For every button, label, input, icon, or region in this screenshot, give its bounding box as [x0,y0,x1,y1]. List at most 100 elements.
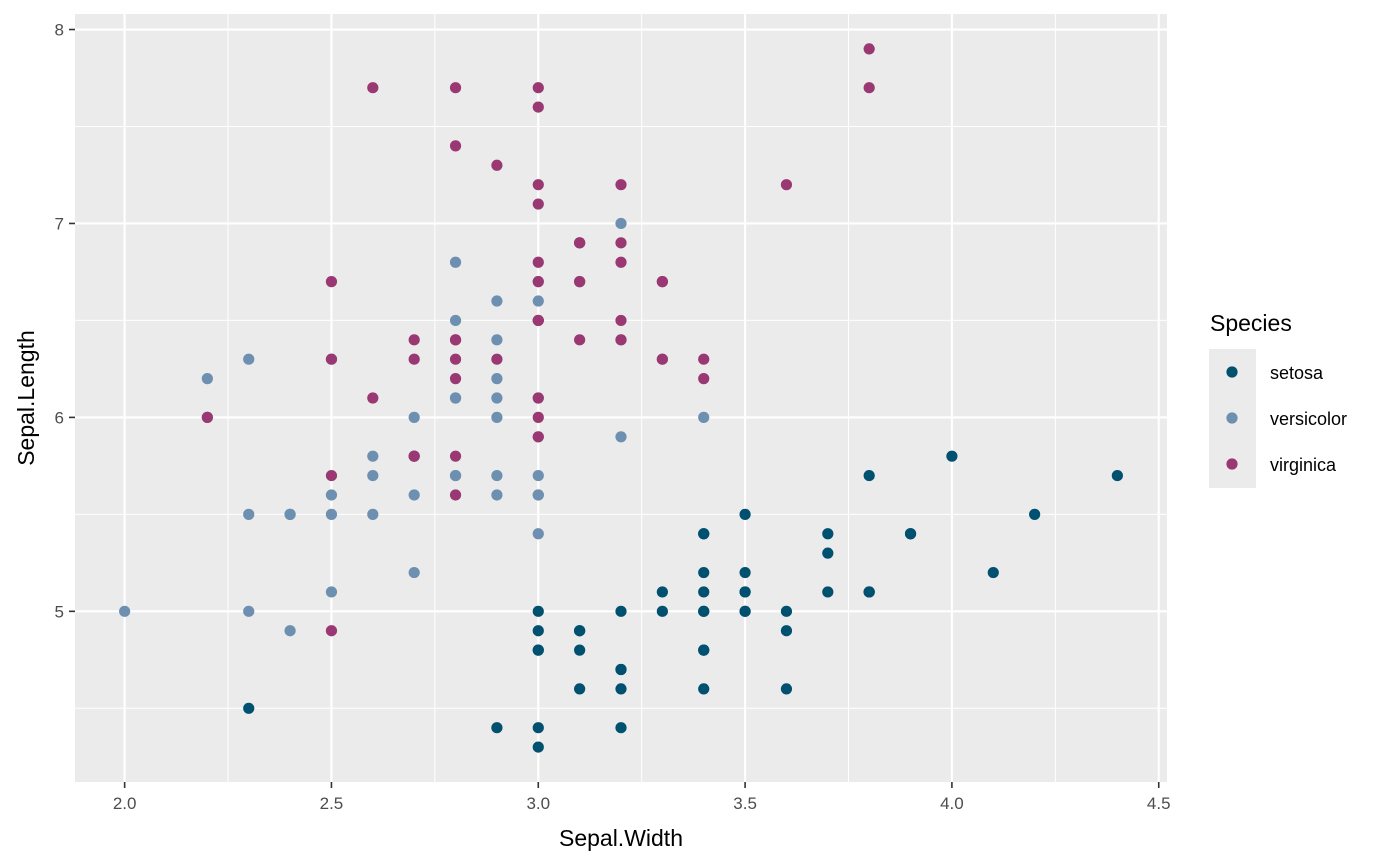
legend-label-versicolor: versicolor [1270,409,1347,429]
data-point-virginica [615,334,627,346]
data-point-virginica [574,276,586,288]
legend: Species setosa versicolor virginica [1209,310,1347,488]
data-point-versicolor [615,431,627,443]
data-point-versicolor [532,469,544,482]
data-point-versicolor [532,295,544,307]
data-point-virginica [615,256,627,268]
data-point-virginica [698,353,710,365]
data-point-versicolor [491,334,503,346]
data-point-setosa [574,683,586,695]
data-point-setosa [739,586,751,598]
data-point-virginica [201,411,213,423]
plot-panel [75,14,1167,782]
data-point-setosa [946,450,958,462]
data-point-versicolor [119,605,131,617]
data-point-versicolor [243,353,255,365]
data-point-virginica [325,469,338,482]
data-point-versicolor [325,489,338,501]
data-point-versicolor [449,256,462,268]
data-point-virginica [491,353,503,365]
data-point-virginica [615,237,627,249]
data-point-setosa [574,625,586,637]
data-point-virginica [532,314,544,327]
data-point-setosa [615,683,627,695]
data-point-setosa [532,741,544,753]
data-point-versicolor [408,411,420,423]
data-point-virginica [491,159,503,171]
data-point-setosa [532,625,544,637]
data-point-virginica [863,43,875,55]
axes: 2.0 2.5 3.0 3.5 4.0 4.5 5 6 7 8 [55,21,1171,813]
x-tick-label: 4.5 [1147,794,1171,813]
data-point-versicolor [698,411,710,423]
data-point-versicolor [367,450,379,462]
data-point-virginica [408,450,420,462]
x-tick-label: 3.5 [733,794,757,813]
x-axis-title: Sepal.Width [559,825,683,851]
data-point-versicolor [201,373,213,385]
data-point-virginica [532,82,544,94]
data-point-virginica [449,334,462,346]
data-point-virginica [574,237,586,249]
data-point-setosa [822,547,834,559]
data-point-setosa [615,722,627,734]
data-point-versicolor [449,469,462,482]
y-axis-title: Sepal.Length [13,330,39,466]
data-point-setosa [698,586,710,598]
data-point-versicolor [491,373,503,385]
data-point-setosa [698,683,710,695]
data-point-versicolor [449,314,462,327]
legend-label-setosa: setosa [1270,363,1324,383]
data-point-versicolor [325,586,338,598]
data-point-virginica [449,450,462,462]
data-point-setosa [698,528,710,540]
data-point-setosa [615,605,627,617]
data-point-virginica [449,489,462,501]
data-point-setosa [822,528,834,540]
data-point-versicolor [491,392,503,404]
data-point-versicolor [243,508,255,520]
data-point-versicolor [491,411,503,423]
data-point-versicolor [491,489,503,501]
data-point-setosa [532,722,544,734]
data-point-setosa [532,644,544,656]
x-tick-label: 2.5 [320,794,344,813]
data-point-virginica [449,82,462,94]
data-point-virginica [325,353,338,365]
y-tick-label: 7 [55,214,64,233]
data-point-versicolor [491,295,503,307]
data-point-virginica [574,334,586,346]
data-point-virginica [532,392,544,404]
data-point-virginica [656,353,668,365]
data-point-setosa [863,586,875,598]
data-point-setosa [863,469,875,482]
data-point-setosa [987,566,999,579]
data-point-virginica [532,179,544,191]
data-point-virginica [325,625,338,637]
y-tick-label: 8 [55,21,64,40]
data-point-setosa [904,528,917,540]
data-point-versicolor [532,528,544,540]
data-point-versicolor [325,508,338,520]
data-point-virginica [532,276,544,288]
data-point-setosa [656,605,668,617]
data-point-virginica [780,179,793,191]
data-point-virginica [408,353,420,365]
data-point-setosa [698,566,710,579]
y-tick-label: 5 [55,602,64,621]
data-point-virginica [367,392,379,404]
legend-key-versicolor [1226,412,1238,424]
legend-label-virginica: virginica [1270,455,1337,475]
data-point-setosa [243,702,255,714]
data-points [119,43,1123,753]
legend-title: Species [1210,310,1292,336]
data-point-setosa [656,586,668,598]
data-point-versicolor [532,489,544,501]
data-point-virginica [532,256,544,268]
data-point-versicolor [408,566,420,579]
data-point-setosa [780,625,793,637]
data-point-virginica [863,82,875,94]
data-point-versicolor [367,469,379,482]
data-point-versicolor [243,605,255,617]
legend-key-virginica [1226,458,1238,470]
